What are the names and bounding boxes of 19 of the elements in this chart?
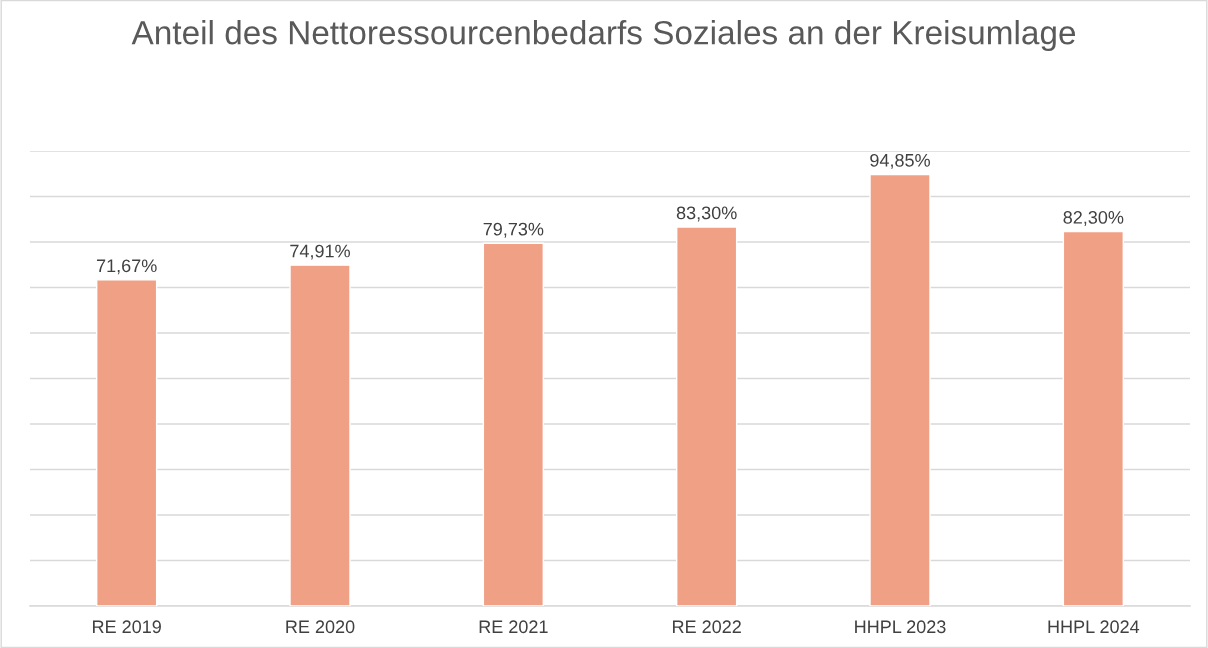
bar [676,226,738,606]
x-tick-label: HHPL 2023 [855,620,946,634]
x-tick-label: HHPL 2024 [1048,620,1140,634]
data-label: 74,91% [290,244,350,260]
bar [96,279,158,606]
data-label: 79,73% [483,222,544,238]
x-tick-label: RE 2020 [286,620,355,634]
x-tick-label: RE 2019 [93,620,161,634]
data-label: 94,85% [870,153,930,169]
bar [1062,230,1124,606]
data-label: 71,67% [96,259,157,275]
bar [869,173,931,606]
data-label: 82,30% [1063,211,1124,226]
bar [289,264,351,606]
x-tick-label: RE 2022 [673,620,741,634]
x-tick-label: RE 2021 [479,620,548,634]
chart-title: Anteil des Nettoressourcenbedarfs Soziales an der Kreisumlage [131,20,1076,52]
data-label: 83,30% [676,206,737,222]
bar [482,242,544,606]
